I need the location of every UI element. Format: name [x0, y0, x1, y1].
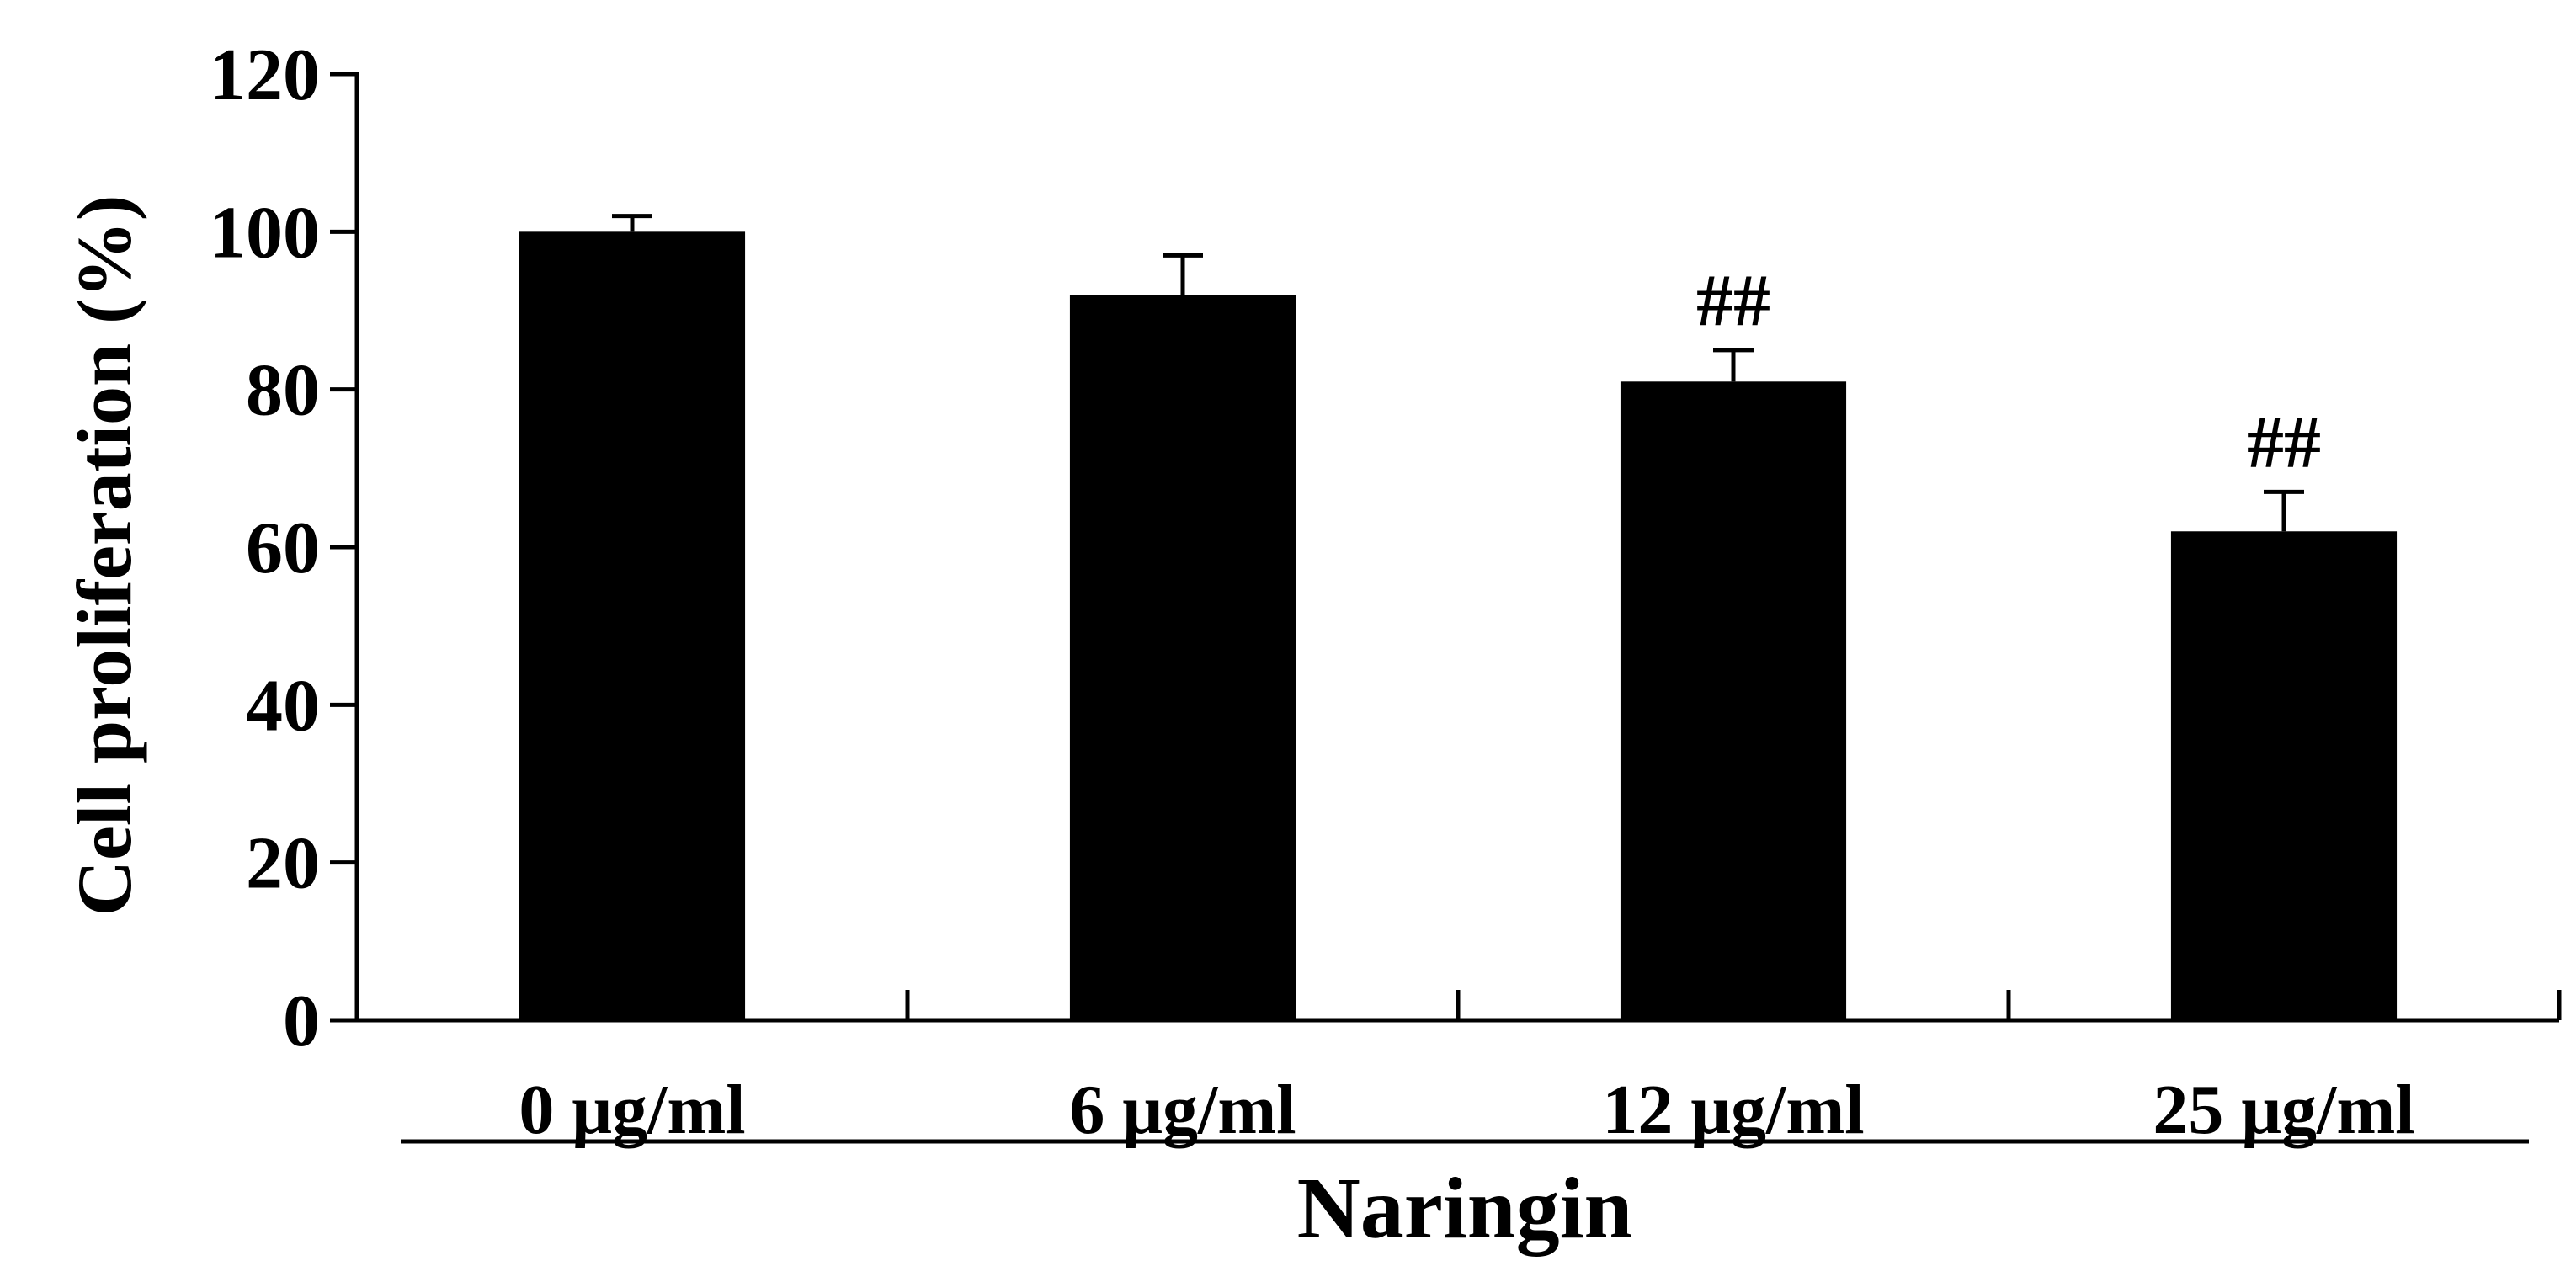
bar [2170, 531, 2398, 1020]
bar [1620, 381, 1847, 1020]
bar [1069, 295, 1296, 1020]
x-tick-label: 0 μg/ml [519, 1071, 745, 1149]
y-tick-label: 80 [246, 350, 320, 432]
x-tick-label: 6 μg/ml [1069, 1071, 1296, 1149]
x-tick-label: 25 μg/ml [2153, 1071, 2414, 1149]
significance-annotation: ## [2247, 402, 2321, 483]
y-axis-label: Cell proliferation (%) [61, 195, 147, 917]
bar [519, 231, 746, 1020]
group-label: Naringin [1297, 1160, 1633, 1257]
y-tick-label: 0 [283, 981, 320, 1062]
y-tick-label: 40 [246, 665, 320, 747]
y-tick-label: 20 [246, 823, 320, 905]
significance-annotation: ## [1696, 260, 1770, 342]
y-tick-label: 100 [209, 192, 320, 274]
y-tick-label: 120 [209, 35, 320, 116]
y-tick-label: 60 [246, 508, 320, 589]
x-tick-label: 12 μg/ml [1602, 1071, 1864, 1149]
